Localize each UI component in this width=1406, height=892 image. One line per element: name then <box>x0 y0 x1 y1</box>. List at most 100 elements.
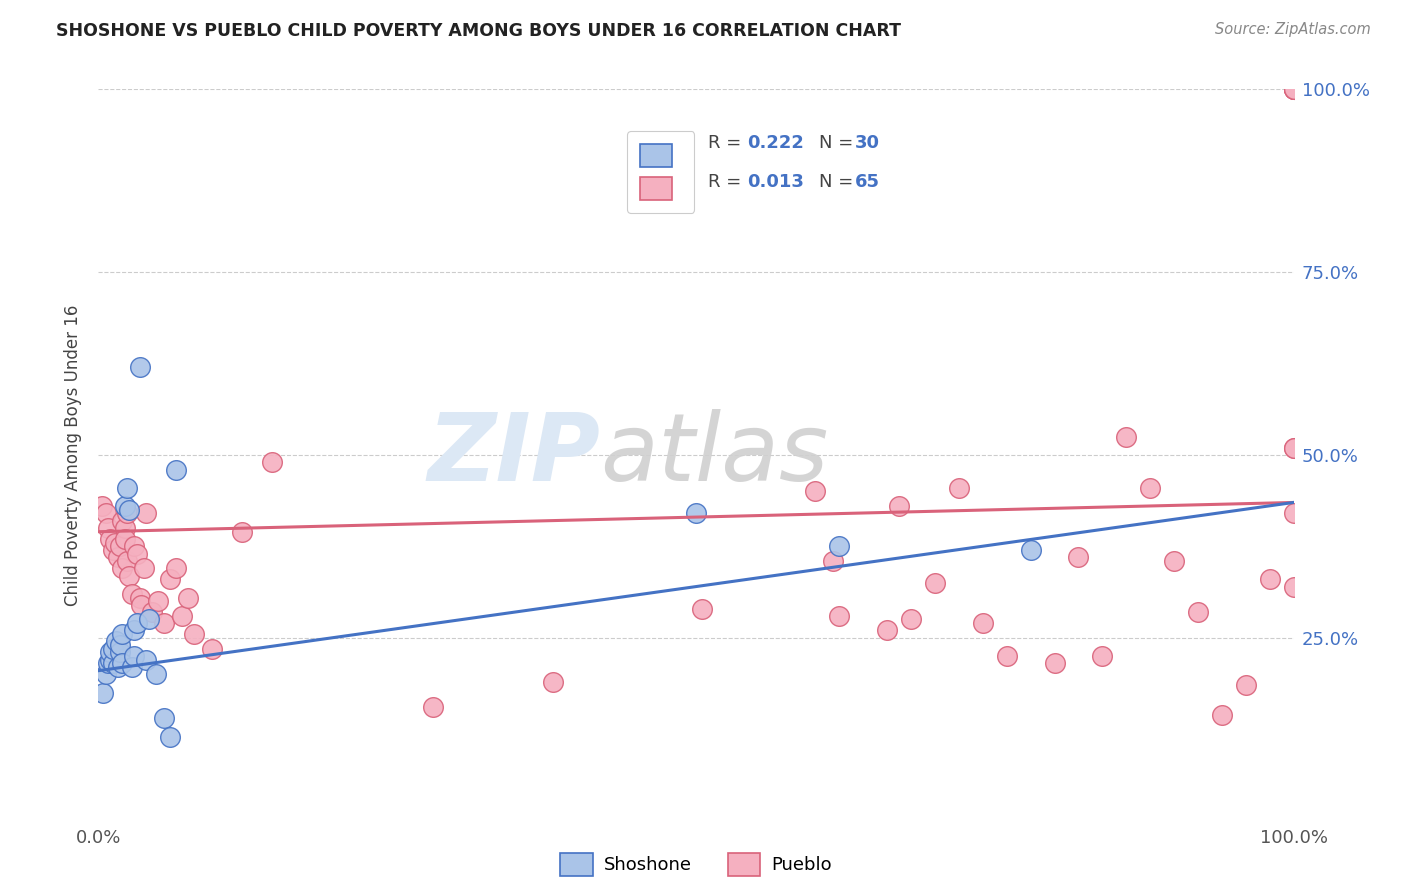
Point <box>972 616 994 631</box>
Point <box>98 645 122 659</box>
Point <box>91 686 114 700</box>
Point <box>231 524 253 539</box>
Point <box>804 484 827 499</box>
Point <box>1282 507 1305 521</box>
Point <box>131 598 153 612</box>
Point <box>91 499 114 513</box>
Point <box>97 657 120 671</box>
Point <box>201 641 224 656</box>
Point <box>114 521 136 535</box>
Point <box>114 532 136 546</box>
Text: 30: 30 <box>855 134 880 152</box>
Point <box>995 649 1018 664</box>
Text: R =: R = <box>709 134 747 152</box>
Point <box>1282 441 1305 455</box>
Point <box>94 667 117 681</box>
Legend: Shoshone, Pueblo: Shoshone, Pueblo <box>551 844 841 885</box>
Point <box>97 521 120 535</box>
Point <box>107 660 129 674</box>
Point <box>685 507 707 521</box>
Point <box>1019 543 1042 558</box>
Text: SHOSHONE VS PUEBLO CHILD POVERTY AMONG BOYS UNDER 16 CORRELATION CHART: SHOSHONE VS PUEBLO CHILD POVERTY AMONG B… <box>56 22 901 40</box>
Point <box>108 638 131 652</box>
Point <box>138 613 160 627</box>
Point <box>118 568 141 582</box>
Point <box>115 481 138 495</box>
Point <box>153 711 176 725</box>
Point <box>129 591 152 605</box>
Point <box>111 561 134 575</box>
Point <box>111 514 134 528</box>
Point <box>1282 82 1305 96</box>
Point <box>111 627 134 641</box>
Text: atlas: atlas <box>600 409 828 500</box>
Y-axis label: Child Poverty Among Boys Under 16: Child Poverty Among Boys Under 16 <box>65 304 83 606</box>
Point <box>924 576 946 591</box>
Point <box>114 499 136 513</box>
Point <box>828 539 851 553</box>
Point <box>98 653 122 667</box>
Text: 0.013: 0.013 <box>748 173 804 191</box>
Point <box>889 499 911 513</box>
Point <box>125 547 148 561</box>
Point <box>1282 82 1305 96</box>
Point <box>132 561 155 575</box>
Point <box>159 572 181 586</box>
Point <box>1139 481 1161 495</box>
Text: Source: ZipAtlas.com: Source: ZipAtlas.com <box>1215 22 1371 37</box>
Point <box>183 627 205 641</box>
Point <box>98 532 122 546</box>
Point <box>541 674 564 689</box>
Point <box>1282 82 1305 96</box>
Point <box>876 624 898 638</box>
Point <box>1091 649 1114 664</box>
Point <box>1282 82 1305 96</box>
Text: R =: R = <box>709 173 747 191</box>
Point <box>828 608 851 623</box>
Point <box>948 481 970 495</box>
Point <box>105 634 128 648</box>
Point <box>129 360 152 375</box>
Point <box>135 507 157 521</box>
Text: N =: N = <box>820 173 859 191</box>
Point <box>141 605 163 619</box>
Point <box>422 700 444 714</box>
Point <box>145 667 167 681</box>
Point <box>1187 605 1209 619</box>
Point <box>135 653 157 667</box>
Text: ZIP: ZIP <box>427 409 600 501</box>
Point <box>172 608 194 623</box>
Point <box>1115 430 1137 444</box>
Point <box>108 539 131 553</box>
Point <box>121 660 143 674</box>
Point <box>690 601 713 615</box>
Point <box>159 730 181 744</box>
Point <box>124 649 146 664</box>
Point <box>1163 554 1185 568</box>
Point <box>1234 678 1257 692</box>
Point <box>260 455 283 469</box>
Point <box>118 503 141 517</box>
Point <box>101 543 124 558</box>
Point <box>1282 82 1305 96</box>
Text: N =: N = <box>820 134 859 152</box>
Point <box>104 535 127 549</box>
Point <box>823 554 845 568</box>
Point <box>107 550 129 565</box>
Point <box>1282 580 1305 594</box>
Point <box>124 624 146 638</box>
Point <box>1258 572 1281 586</box>
Point <box>125 616 148 631</box>
Text: 65: 65 <box>855 173 880 191</box>
Point <box>148 594 170 608</box>
Point <box>165 561 187 575</box>
Point <box>115 507 138 521</box>
Point <box>101 641 124 656</box>
Point <box>124 539 146 553</box>
Text: 0.222: 0.222 <box>748 134 804 152</box>
Point <box>177 591 200 605</box>
Point <box>111 657 134 671</box>
Point <box>115 554 138 568</box>
Point <box>108 645 131 659</box>
Point <box>94 507 117 521</box>
